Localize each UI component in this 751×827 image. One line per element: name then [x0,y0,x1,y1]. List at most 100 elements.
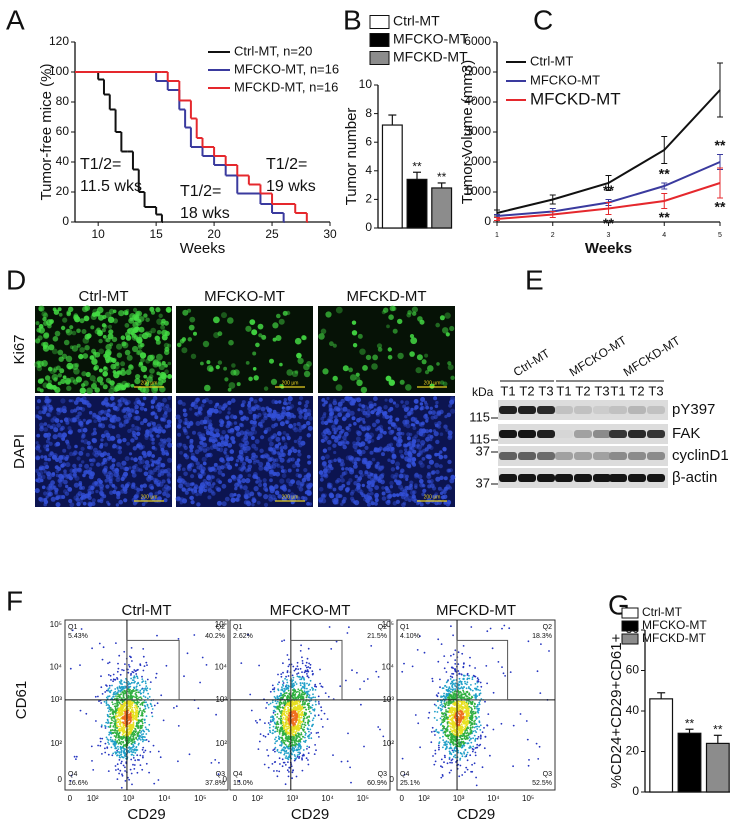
x-axis-label: CD29 [127,806,165,823]
event [139,689,142,692]
nucleus [370,472,374,476]
event [111,684,113,687]
event [117,662,119,665]
nucleus [67,487,73,492]
event [144,726,147,729]
nucleus [115,503,120,507]
nucleus [46,398,51,404]
event [281,758,284,761]
ki67-nucleus [208,367,214,372]
event [340,760,343,763]
nucleus [157,406,163,411]
nucleus [51,472,56,476]
nucleus [128,466,132,470]
ki67-nucleus [383,307,389,313]
nucleus [76,501,81,507]
nucleus [307,425,313,431]
event [294,757,296,760]
band [628,406,646,414]
event [142,756,144,759]
band [647,430,665,438]
event [311,673,314,676]
event [148,696,151,698]
event [141,713,143,715]
nucleus [95,414,100,420]
nucleus [274,462,279,467]
ki67-nucleus [75,376,82,383]
ki67-nucleus [249,319,256,325]
event [306,748,308,750]
nucleus [281,409,287,415]
nucleus [100,438,104,442]
event [210,762,213,764]
event [287,689,290,692]
ki67-nucleus [134,310,141,317]
nucleus [331,498,336,503]
x-tick-label: 10² [87,794,99,803]
event [112,732,115,734]
nucleus [162,486,167,492]
event [130,647,133,649]
nucleus [296,422,301,426]
event [285,675,287,678]
nucleus [121,473,127,479]
event [119,687,122,690]
nucleus [390,467,396,472]
nucleus [208,422,213,427]
event [320,718,323,720]
nucleus [275,436,281,442]
nucleus [182,408,187,413]
lane-label: T1 [500,383,515,398]
y-tick-label: 10 [359,77,373,91]
event [90,745,93,748]
event [134,701,136,704]
ki67-nucleus [62,317,68,323]
nucleus [151,421,156,426]
event [318,703,320,705]
nucleus [190,500,195,505]
nucleus [299,409,304,414]
event [287,761,289,763]
nucleus [188,464,192,468]
nucleus [116,474,121,479]
event [119,745,122,748]
event [193,634,196,636]
nucleus [74,444,78,449]
nucleus [297,401,302,406]
nucleus [46,486,51,491]
event [197,707,200,710]
event [274,713,277,716]
nucleus [383,405,388,410]
nucleus [385,500,391,506]
nucleus [390,422,396,427]
nucleus [166,407,172,413]
panel-letter: A [6,4,25,35]
nucleus [227,400,232,405]
ki67-nucleus [102,334,107,339]
nucleus [256,476,261,481]
ki67-nucleus [41,311,47,317]
nucleus [285,478,291,484]
event [138,742,140,745]
event [122,756,125,759]
protein-label: cyclinD1 [672,447,729,464]
ki67-nucleus [332,343,337,348]
ki67-nucleus [69,325,74,330]
nucleus [443,486,448,491]
nucleus [43,491,48,496]
nucleus [117,449,123,455]
event [282,671,284,674]
event [295,748,298,751]
nucleus [48,441,53,446]
nucleus [426,474,432,479]
nucleus [179,450,183,455]
nucleus [107,408,111,412]
event [123,681,126,684]
nucleus [271,464,277,469]
nucleus [228,421,233,427]
event [100,725,103,728]
ki67-nucleus [98,338,103,344]
event [274,697,277,700]
event [306,687,308,690]
nucleus [437,420,442,426]
